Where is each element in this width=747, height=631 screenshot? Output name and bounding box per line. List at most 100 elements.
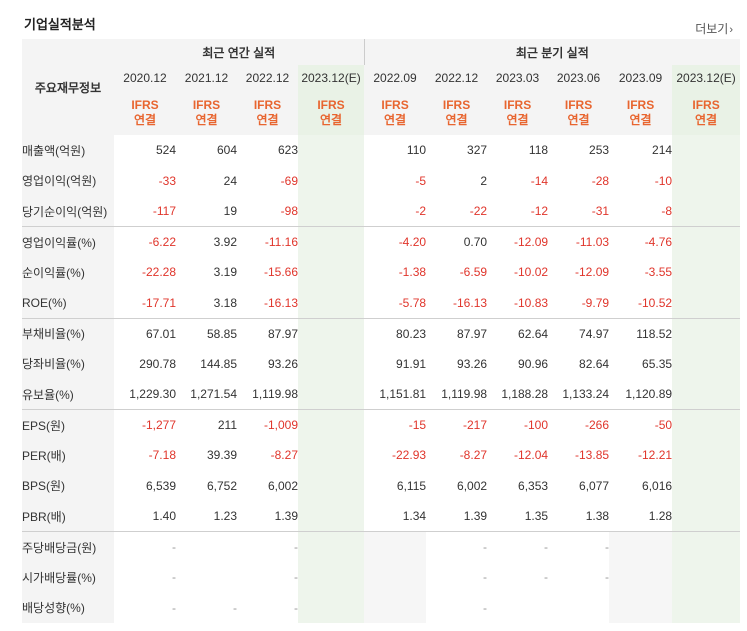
table-cell: 1,120.89 [609,379,673,410]
table-cell [672,409,741,440]
ifrs-label: IFRS 연결 [176,90,237,135]
table-cell: 1.28 [609,501,673,532]
ifrs-line2: 연결 [506,112,529,127]
table-cell: -10.52 [609,287,673,319]
ifrs-line1: IFRS [503,97,532,112]
table-cell: 3.19 [213,265,237,280]
table-cell: 6,077 [579,478,610,493]
table-cell: 91.91 [396,356,427,371]
table-cell [672,592,741,623]
table-cell: 80.23 [396,326,427,341]
row-label: PER(배) [22,440,114,471]
ifrs-label: IFRS 연결 [487,90,549,135]
table-cell: 6,752 [206,478,237,493]
table-cell: 93.26 [267,356,298,371]
table-cell [298,318,365,349]
table-cell: 290.78 [139,356,176,371]
ifrs-line1: IFRS [442,97,471,112]
table-cell: -6.22 [148,235,176,249]
table-cell: 253 [589,143,610,158]
period-header: 2022.12 [426,65,488,90]
row-label: EPS(원) [22,409,114,440]
table-row: EPS(원) -1,277 211 -1,009 -15 -217 -100 -266 -50 [22,409,741,440]
table-cell [609,592,673,623]
table-cell: - [544,540,549,554]
row-header: 주요재무정보 [22,39,114,135]
table-cell: -1,277 [141,418,176,432]
table-row: ROE(%) -17.71 3.18 -16.13 -5.78 -16.13 -10.83-… [22,287,741,319]
table-cell: -10 [654,173,673,188]
table-cell [672,440,741,471]
table-cell: - [294,570,298,585]
table-cell: -22.93 [392,448,427,463]
more-label: 더보기 [695,22,729,36]
table-cell: 118 [528,143,549,158]
table-cell: - [294,540,298,554]
table-cell: -117 [114,196,176,227]
table-cell: -15.66 [263,265,298,280]
table-cell [672,135,741,166]
table-cell: 87.97 [267,326,298,341]
table-cell [298,562,365,593]
table-cell: -98 [237,196,298,227]
table-cell [609,562,673,593]
table-cell: -12 [487,196,549,227]
table-cell: -15 [408,418,427,432]
ifrs-label: IFRS 연결 [364,90,427,135]
table-cell: -69 [280,173,298,188]
table-cell: 67.01 [145,326,176,341]
period-header: 2023.12(E) [298,65,365,90]
table-cell: -1,009 [263,418,298,432]
table-cell [298,196,365,227]
table-cell: 82.64 [579,356,610,371]
table-cell: - [483,570,488,585]
ifrs-line2: 연결 [133,112,157,127]
row-label: ROE(%) [22,287,114,319]
ifrs-line2: 연결 [567,112,590,127]
table-cell [672,531,741,562]
table-row: 배당성향(%) - - - - [22,592,741,623]
table-cell [298,257,365,288]
table-cell: -7.18 [148,448,176,463]
table-cell: -22.28 [141,265,176,280]
table-cell: 0.70 [463,235,488,249]
table-cell: -11.16 [264,235,298,249]
table-cell [672,562,741,593]
ifrs-line1: IFRS [626,97,655,112]
table-cell [672,470,741,501]
table-cell: 110 [406,143,427,158]
period-header: 2022.12 [237,65,298,90]
table-cell: -33 [158,173,176,188]
table-cell: 524 [155,143,176,158]
table-cell [298,440,365,471]
table-row: 당좌비율(%) 290.78 144.85 93.26 91.91 93.26 90.96 8… [22,348,741,379]
more-link[interactable]: 더보기› [695,20,733,37]
table-cell: -6.59 [459,265,488,280]
table-cell: 118.52 [636,326,673,341]
table-cell: 1.23 [176,501,237,532]
table-cell: 214 [652,143,673,158]
table-cell: -8.27 [459,448,488,463]
table-cell [298,348,365,379]
table-cell: 1.38 [548,501,610,532]
financial-table: 주요재무정보 최근 연간 실적 최근 분기 실적 2020.12 2021.12 2… [22,39,741,623]
ifrs-label: IFRS 연결 [672,90,741,135]
quarterly-group-header: 최근 분기 실적 [364,39,741,65]
table-cell [672,318,741,349]
ifrs-line1: IFRS [192,97,221,112]
row-label: 당좌비율(%) [22,348,114,379]
row-label: 유보율(%) [22,379,114,410]
table-cell [298,531,365,562]
table-cell: - [294,600,298,615]
table-cell: 604 [216,143,237,158]
table-cell: -31 [548,196,610,227]
table-cell: -9.79 [548,287,610,319]
annual-group-header: 최근 연간 실적 [114,39,365,65]
ifrs-line2: 연결 [629,112,652,127]
table-cell: -100 [524,418,549,432]
table-cell: -12.04 [514,448,549,463]
table-cell: 65.35 [642,356,673,371]
table-row: 유보율(%) 1,229.30 1,271.54 1,119.98 1,151.81 1,… [22,379,741,410]
table-cell: 1,271.54 [176,379,237,410]
table-row: 영업이익률(%) -6.22 3.92 -11.16 -4.20 0.70 -12.09 -1… [22,226,741,257]
